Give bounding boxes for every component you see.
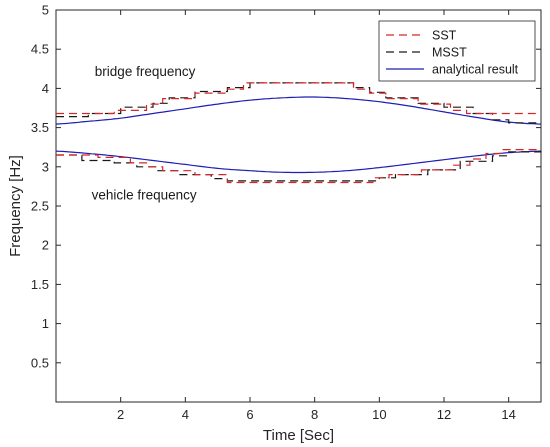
x-tick-label: 6 xyxy=(246,407,253,422)
x-axis-ticks: 2 4 6 8 10 12 14 xyxy=(117,10,516,422)
legend-msst-label: MSST xyxy=(432,46,467,60)
y-tick-label: 2 xyxy=(42,238,49,253)
bridge-frequency-annotation: bridge frequency xyxy=(95,64,196,79)
x-tick-label: 4 xyxy=(182,407,189,422)
series-line-analytical-result xyxy=(55,96,542,125)
x-tick-label: 2 xyxy=(117,407,124,422)
y-tick-label: 4.5 xyxy=(31,42,49,57)
y-tick-label: 3.5 xyxy=(31,120,49,135)
series-line-sst xyxy=(56,82,541,115)
series-line-msst xyxy=(56,82,541,124)
legend-analytical-label: analytical result xyxy=(432,63,519,77)
y-axis-title: Frequency [Hz] xyxy=(7,155,24,257)
y-tick-label: 4 xyxy=(42,81,49,96)
series-layer xyxy=(55,82,542,184)
y-axis-ticks: 0.5 1 1.5 2 2.5 3 3.5 4 4.5 5 xyxy=(31,3,541,370)
series-line-sst xyxy=(56,149,541,184)
x-tick-label: 10 xyxy=(372,407,386,422)
x-tick-label: 8 xyxy=(311,407,318,422)
y-tick-label: 1 xyxy=(42,316,49,331)
legend-sst-label: SST xyxy=(432,29,457,43)
legend-box xyxy=(378,20,536,82)
y-tick-label: 5 xyxy=(42,3,49,18)
y-tick-label: 1.5 xyxy=(31,277,49,292)
series-line-analytical-result xyxy=(55,150,542,174)
x-axis-title: Time [Sec] xyxy=(263,427,334,444)
y-tick-label: 2.5 xyxy=(31,199,49,214)
legend: SST MSST analytical result xyxy=(378,20,536,82)
x-tick-label: 14 xyxy=(501,407,515,422)
x-tick-label: 12 xyxy=(437,407,451,422)
y-tick-label: 0.5 xyxy=(31,355,49,370)
y-tick-label: 3 xyxy=(42,159,49,174)
vehicle-frequency-annotation: vehicle frequency xyxy=(92,188,197,203)
